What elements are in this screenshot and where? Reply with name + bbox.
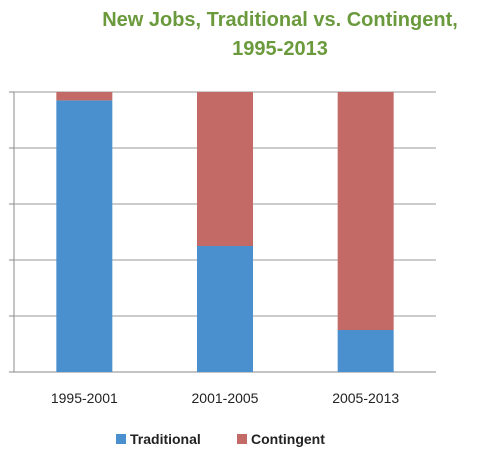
legend-label-traditional: Traditional	[130, 431, 201, 447]
x-tick-label: 2001-2005	[192, 390, 259, 406]
bars	[56, 92, 394, 373]
chart-title-line-1: New Jobs, Traditional vs. Contingent,	[102, 9, 458, 31]
legend-label-contingent: Contingent	[251, 431, 325, 447]
chart-title-line-2: 1995-2013	[232, 38, 328, 60]
bar-traditional-2001-2005	[197, 246, 253, 372]
bar-contingent-2001-2005	[197, 92, 253, 246]
bar-contingent-2005-2013	[337, 92, 394, 330]
bar-traditional-2005-2013	[337, 330, 394, 372]
bar-contingent-1995-2001	[56, 92, 113, 101]
legend-swatch-traditional	[116, 434, 126, 444]
x-tick-label: 2005-2013	[332, 390, 399, 406]
bar-traditional-1995-2001	[56, 100, 113, 373]
category-labels: 1995-2001 2001-2005 2005-2013	[51, 390, 399, 406]
x-tick-label: 1995-2001	[51, 390, 118, 406]
legend-swatch-contingent	[237, 434, 247, 444]
chart-title: New Jobs, Traditional vs. Contingent, 19…	[60, 6, 500, 66]
legend: Traditional Contingent	[116, 431, 325, 447]
